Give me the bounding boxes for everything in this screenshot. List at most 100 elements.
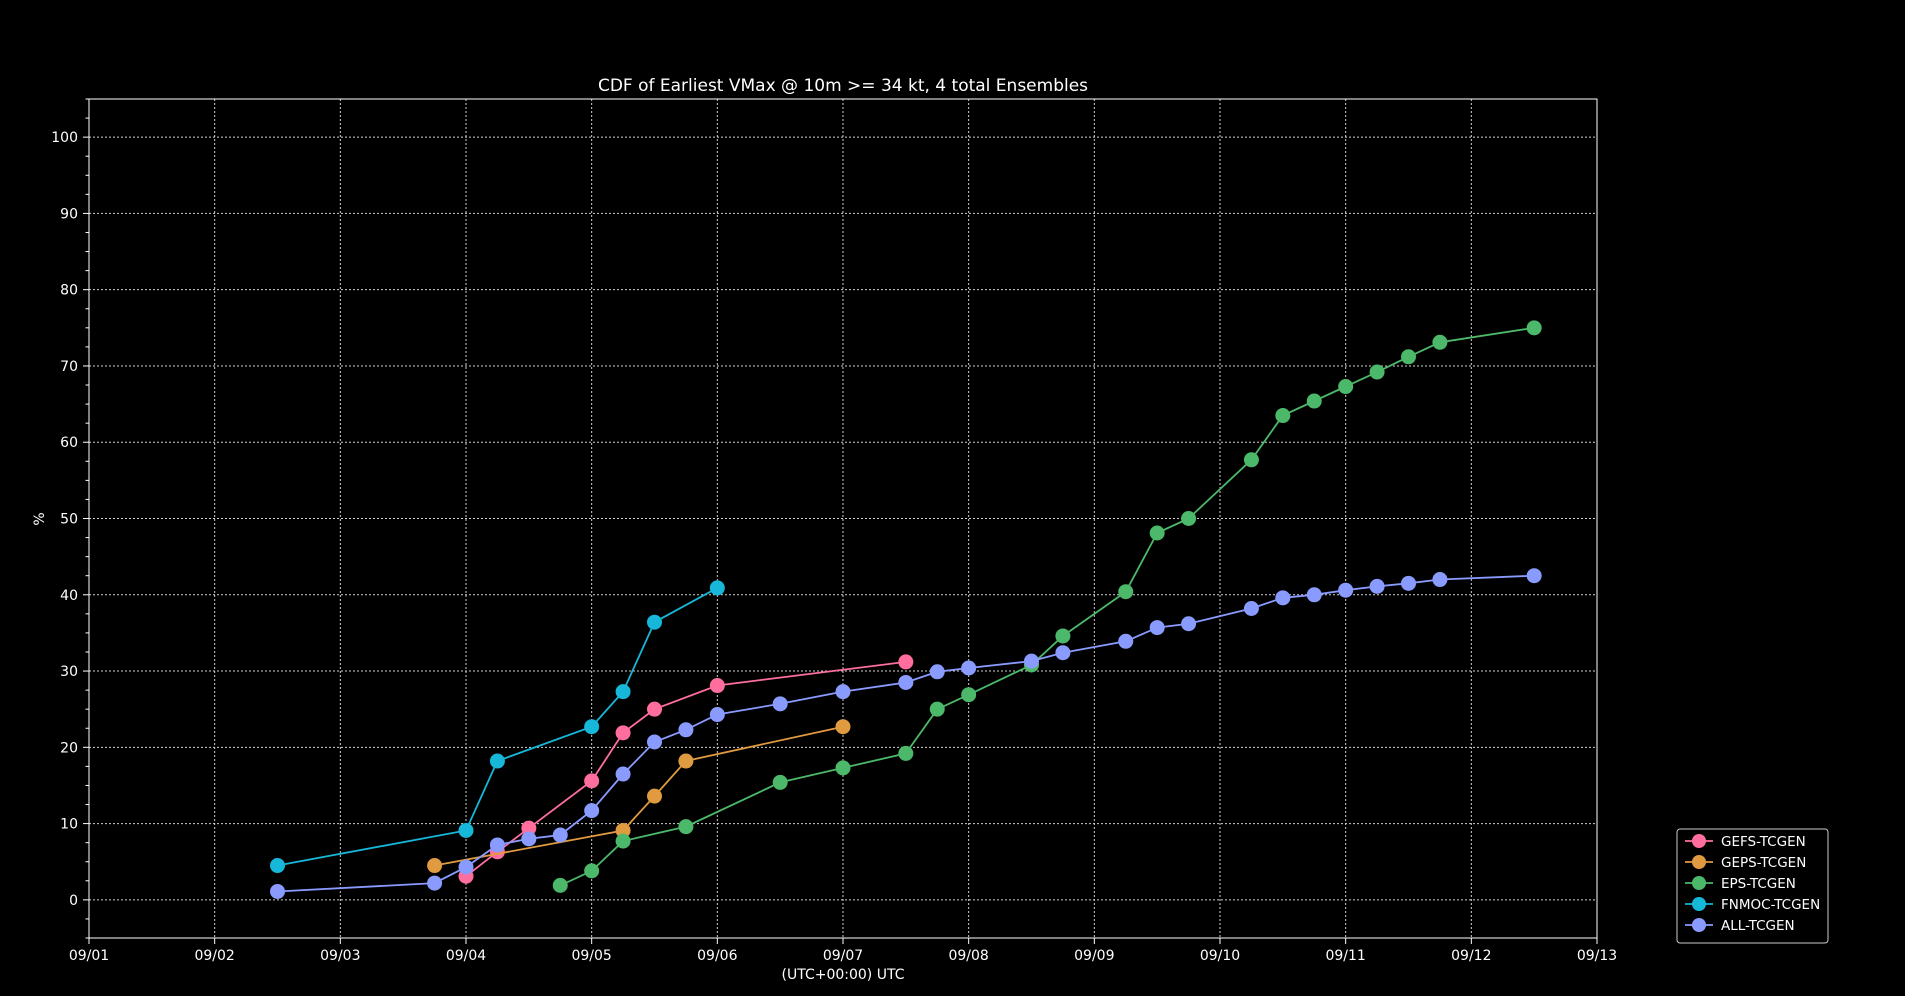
x-tick-label: 09/01: [69, 948, 109, 964]
data-point: [270, 858, 285, 874]
grid: [88, 99, 1598, 938]
y-tick-label: 0: [69, 893, 78, 909]
data-point: [427, 858, 443, 874]
legend-label: EPS-TCGEN: [1721, 876, 1796, 892]
x-tick-label: 09/04: [446, 948, 486, 964]
data-point: [1118, 633, 1134, 649]
x-tick-label: 09/10: [1200, 948, 1240, 964]
data-point: [1338, 582, 1354, 598]
data-point: [1369, 578, 1385, 594]
y-tick-label: 100: [51, 130, 78, 146]
data-point: [615, 766, 631, 782]
legend-item: GEFS-TCGEN: [1685, 834, 1806, 850]
data-point: [615, 833, 631, 849]
x-tick-label: 09/13: [1577, 948, 1617, 964]
data-point: [835, 719, 851, 735]
x-tick-label: 09/02: [194, 948, 234, 964]
data-point: [1149, 620, 1165, 636]
data-point: [552, 877, 568, 893]
data-point: [1432, 334, 1448, 350]
data-point: [458, 822, 474, 838]
series-group: [270, 320, 1542, 899]
data-point: [835, 760, 851, 776]
data-point: [1432, 572, 1448, 588]
data-point: [678, 722, 694, 738]
legend: GEFS-TCGEN GEPS-TCGEN EPS-TCGEN FNMOC-TCGEN…: [1676, 828, 1829, 944]
data-point: [489, 837, 505, 853]
data-point: [1275, 590, 1291, 606]
data-point: [1526, 568, 1542, 584]
data-point: [521, 831, 537, 847]
data-point: [270, 883, 285, 899]
data-point: [1243, 452, 1259, 468]
data-point: [489, 753, 505, 769]
data-point: [678, 753, 694, 769]
legend-item: ALL-TCGEN: [1685, 918, 1795, 934]
y-tick-label: 70: [60, 359, 78, 375]
legend-marker: [1692, 855, 1706, 869]
x-tick-label: 09/05: [571, 948, 611, 964]
data-point: [1149, 525, 1165, 541]
y-tick-label: 80: [60, 283, 78, 299]
chart-title: CDF of Earliest VMax @ 10m >= 34 kt, 4 t…: [598, 76, 1088, 96]
legend-item: GEPS-TCGEN: [1685, 855, 1806, 871]
data-point: [584, 863, 600, 879]
x-tick-label: 09/07: [823, 948, 863, 964]
x-axis-label: (UTC+00:00) UTC: [782, 967, 905, 983]
x-tick-label: 09/09: [1074, 948, 1114, 964]
legend-label: GEFS-TCGEN: [1721, 834, 1806, 850]
x-tick-label: 09/03: [320, 948, 360, 964]
x-tick-label: 09/11: [1325, 948, 1365, 964]
x-tick-label: 09/08: [948, 948, 988, 964]
legend-marker: [1692, 918, 1706, 932]
data-point: [678, 819, 694, 835]
data-point: [772, 774, 788, 790]
legend-label: GEPS-TCGEN: [1721, 855, 1806, 871]
data-point: [1181, 511, 1197, 526]
x-tick-label: 09/12: [1451, 948, 1491, 964]
data-point: [1306, 587, 1322, 603]
data-point: [898, 654, 914, 670]
data-point: [1024, 653, 1039, 669]
data-point: [647, 701, 662, 717]
data-point: [1181, 616, 1197, 632]
data-point: [458, 859, 474, 875]
y-tick-label: 50: [60, 512, 78, 528]
legend-marker: [1692, 876, 1706, 890]
legend-label: ALL-TCGEN: [1721, 918, 1795, 934]
series-all-tcgen: [270, 568, 1542, 899]
data-point: [961, 687, 977, 703]
data-point: [772, 696, 788, 712]
legend-label: FNMOC-TCGEN: [1721, 897, 1820, 913]
data-point: [615, 684, 631, 700]
data-point: [1401, 575, 1416, 591]
data-point: [898, 745, 914, 761]
y-tick-label: 20: [60, 740, 78, 756]
data-point: [552, 827, 568, 843]
y-tick-label: 90: [60, 206, 78, 222]
data-point: [835, 684, 851, 700]
series-fnmoc-tcgen: [270, 580, 725, 874]
data-point: [521, 820, 537, 836]
series-eps-tcgen: [552, 320, 1542, 893]
data-point: [584, 773, 600, 789]
x-tick-label: 09/06: [697, 948, 737, 964]
y-tick-label: 40: [60, 588, 78, 604]
legend-marker: [1692, 897, 1706, 911]
data-point: [898, 674, 914, 690]
legend-item: FNMOC-TCGEN: [1685, 897, 1820, 913]
legend-marker: [1692, 834, 1706, 848]
axes: 09/01 09/02 09/03 09/04 09/05 09/06 09/07 09/08…: [51, 98, 1617, 964]
data-point: [1401, 349, 1416, 365]
data-point: [961, 660, 977, 676]
data-point: [1369, 364, 1385, 380]
data-point: [709, 678, 725, 694]
data-point: [709, 707, 725, 723]
data-point: [615, 725, 631, 741]
data-point: [929, 701, 945, 717]
y-tick-label: 60: [60, 435, 78, 451]
series-line: [559, 326, 1535, 887]
y-axis-label: %: [32, 512, 48, 525]
